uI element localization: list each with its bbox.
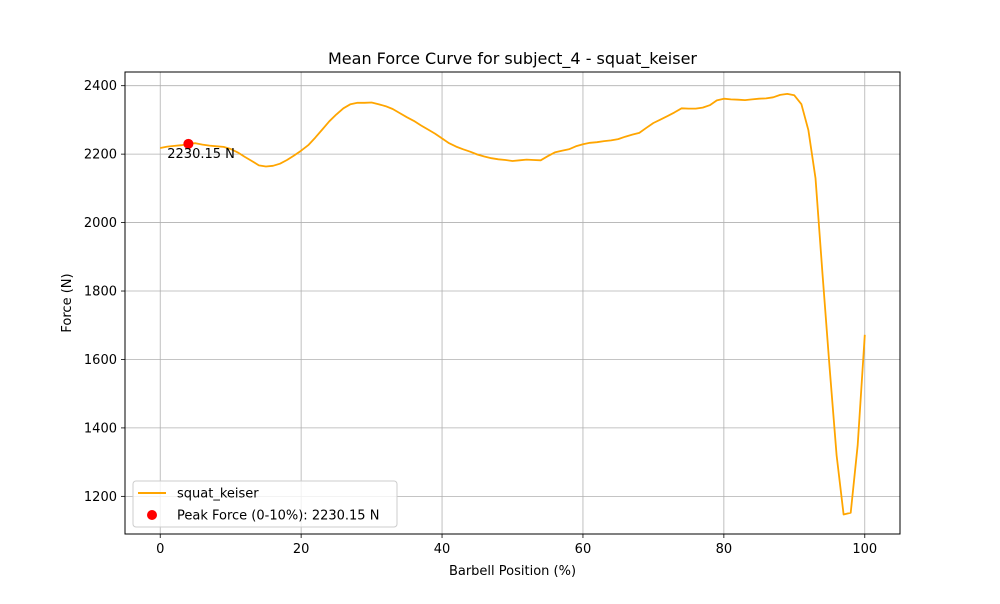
- plot-data: 2230.15 N: [160, 93, 866, 516]
- x-tick-label: 20: [293, 542, 310, 557]
- y-tick-label: 1800: [84, 285, 117, 300]
- x-tick-label: 0: [156, 542, 164, 557]
- grid-lines: [125, 72, 900, 534]
- y-tick-label: 2000: [84, 216, 117, 231]
- y-tick-label: 1400: [84, 421, 117, 436]
- x-tick-label: 60: [575, 542, 592, 557]
- series-line-squat-keiser: [160, 93, 866, 516]
- peak-force-marker: [183, 138, 194, 149]
- y-tick-label: 2400: [84, 79, 117, 94]
- chart-title: Mean Force Curve for subject_4 - squat_k…: [328, 49, 697, 69]
- peak-force-annotation: 2230.15 N: [167, 147, 235, 162]
- plot-area-frame: [124, 71, 901, 535]
- y-axis-label: Force (N): [60, 273, 75, 332]
- x-tick-label: 40: [434, 542, 451, 557]
- legend-label-peak-force: Peak Force (0-10%): 2230.15 N: [177, 509, 379, 524]
- x-tick-label: 100: [852, 542, 877, 557]
- legend-box: [132, 480, 398, 528]
- legend-label-squat-keiser: squat_keiser: [177, 487, 259, 502]
- y-tick-label: 2200: [84, 148, 117, 163]
- x-tick-label: 80: [716, 542, 733, 557]
- x-axis-label: Barbell Position (%): [449, 564, 576, 579]
- axes: 0 20 40 60 80 100 1200 1400 1600 1800 2000 2200 2400: [84, 79, 877, 557]
- y-tick-label: 1200: [84, 490, 117, 505]
- legend: squat_keiser Peak Force (0-10%): 2230.15…: [132, 480, 398, 528]
- legend-swatch-peak-force: [147, 510, 157, 520]
- y-tick-label: 1600: [84, 353, 117, 368]
